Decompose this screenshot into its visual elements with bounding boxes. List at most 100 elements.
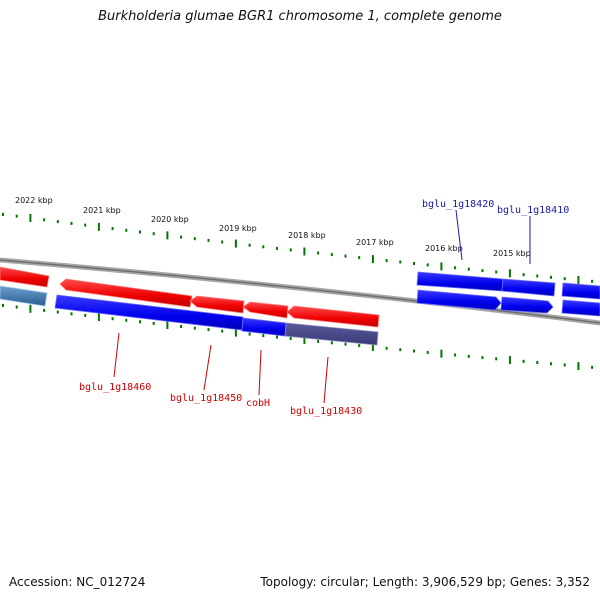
tick-major: [508, 269, 511, 278]
tick-minor: [495, 357, 498, 361]
tick-minor: [56, 310, 59, 314]
tick-minor: [262, 334, 265, 338]
tick-label: 2016 kbp: [425, 244, 463, 253]
tick-minor: [330, 341, 333, 345]
tick-minor: [276, 246, 278, 250]
tick-minor: [180, 325, 183, 328]
tick-major: [440, 349, 443, 358]
tick-minor: [536, 274, 539, 278]
tick-minor: [454, 266, 457, 270]
tick-minor: [262, 245, 265, 249]
tick-minor: [111, 317, 114, 321]
tick-label: 2022 kbp: [15, 196, 53, 205]
tick-minor: [70, 221, 73, 225]
tick-minor: [358, 256, 361, 260]
tick-label: 2021 kbp: [83, 206, 121, 215]
gene-label-bglu-1g18450: bglu_1g18450: [170, 393, 242, 404]
tick-label: 2018 kbp: [288, 231, 326, 240]
tick-major: [371, 255, 374, 264]
genome-backbone-edge: [0, 259, 600, 324]
tick-minor: [563, 277, 566, 281]
tick-minor: [399, 260, 402, 264]
gene-arrow-right-edge-1: [561, 282, 600, 300]
tick-minor: [591, 365, 594, 369]
tick-minor: [413, 262, 415, 265]
tick-minor: [139, 230, 141, 234]
tick-minor: [385, 346, 388, 350]
gene-arrow-forward-edge: [0, 285, 48, 307]
genome-summary-text: Topology: circular; Length: 3,906,529 bp…: [260, 575, 590, 589]
tick-minor: [56, 220, 59, 224]
tick-minor: [15, 214, 18, 218]
leader-line-bglu-1g18450: [203, 344, 212, 391]
tick-major: [508, 356, 511, 365]
tick-minor: [125, 318, 128, 322]
tick-minor: [399, 348, 402, 352]
leader-line-cobH: [258, 349, 262, 396]
gene-arrow-bglu-1g18430: [286, 305, 380, 328]
tick-minor: [481, 269, 484, 273]
tick-minor: [289, 248, 292, 252]
tick-minor: [207, 238, 210, 242]
tick-major: [166, 231, 169, 240]
tick-major: [166, 321, 169, 329]
tick-major: [29, 304, 32, 313]
tick-minor: [152, 232, 155, 236]
gene-arrow-bglu-1g18450: [189, 295, 245, 314]
tick-major: [97, 222, 100, 231]
tick-minor: [2, 212, 4, 216]
tick-minor: [358, 344, 361, 348]
tick-row-upper: [2, 212, 594, 284]
leader-line-bglu-1g18420: [455, 209, 463, 261]
tick-minor: [84, 313, 87, 317]
tick-minor: [522, 359, 525, 363]
tick-label: 2015 kbp: [493, 249, 531, 258]
tick-minor: [2, 303, 4, 307]
tick-minor: [43, 308, 46, 312]
tick-minor: [221, 329, 224, 333]
tick-minor: [467, 354, 470, 358]
gene-arrow-reverse-edge: [0, 266, 50, 288]
gene-label-bglu-1g18430: bglu_1g18430: [290, 406, 362, 417]
leader-line-bglu-1g18460: [113, 332, 120, 378]
tick-label: 2020 kbp: [151, 215, 189, 224]
gene-label-bglu-1g18460: bglu_1g18460: [79, 382, 151, 393]
tick-major: [234, 239, 237, 248]
gene-label-bglu-1g18410: bglu_1g18410: [497, 205, 569, 216]
tick-minor: [591, 279, 594, 283]
tick-minor: [70, 312, 73, 316]
tick-label: 2017 kbp: [356, 238, 394, 247]
tick-minor: [550, 362, 552, 366]
tick-minor: [536, 361, 539, 364]
tick-minor: [221, 240, 224, 244]
leader-line-bglu-1g18430: [323, 356, 329, 404]
tick-minor: [207, 328, 210, 332]
tick-minor: [317, 339, 320, 343]
tick-minor: [426, 350, 429, 354]
tick-minor: [385, 259, 388, 263]
gene-arrow-right-lower-1: [416, 289, 502, 311]
tick-minor: [550, 275, 552, 279]
tick-minor: [495, 270, 498, 274]
tick-minor: [481, 356, 484, 360]
tick-major: [234, 328, 237, 337]
gene-label-cobH: cobH: [246, 398, 270, 409]
tick-minor: [193, 237, 196, 241]
tick-major: [29, 214, 32, 222]
map-title: Burkholderia glumae BGR1 chromosome 1, c…: [98, 9, 502, 24]
tick-minor: [317, 251, 320, 255]
tick-major: [303, 336, 306, 344]
tick-minor: [522, 273, 525, 277]
gene-arrow-right-lower-2: [500, 296, 554, 314]
gene-arrow-cobH: [242, 301, 289, 319]
tick-minor: [125, 228, 128, 232]
tick-major: [577, 362, 580, 371]
tick-minor: [193, 326, 196, 330]
tick-major: [577, 276, 580, 284]
gene-label-bglu-1g18420: bglu_1g18420: [422, 199, 494, 210]
tick-minor: [43, 218, 46, 222]
gene-block-forward-3: [284, 322, 379, 346]
tick-minor: [152, 321, 155, 325]
tick-minor: [344, 342, 347, 346]
